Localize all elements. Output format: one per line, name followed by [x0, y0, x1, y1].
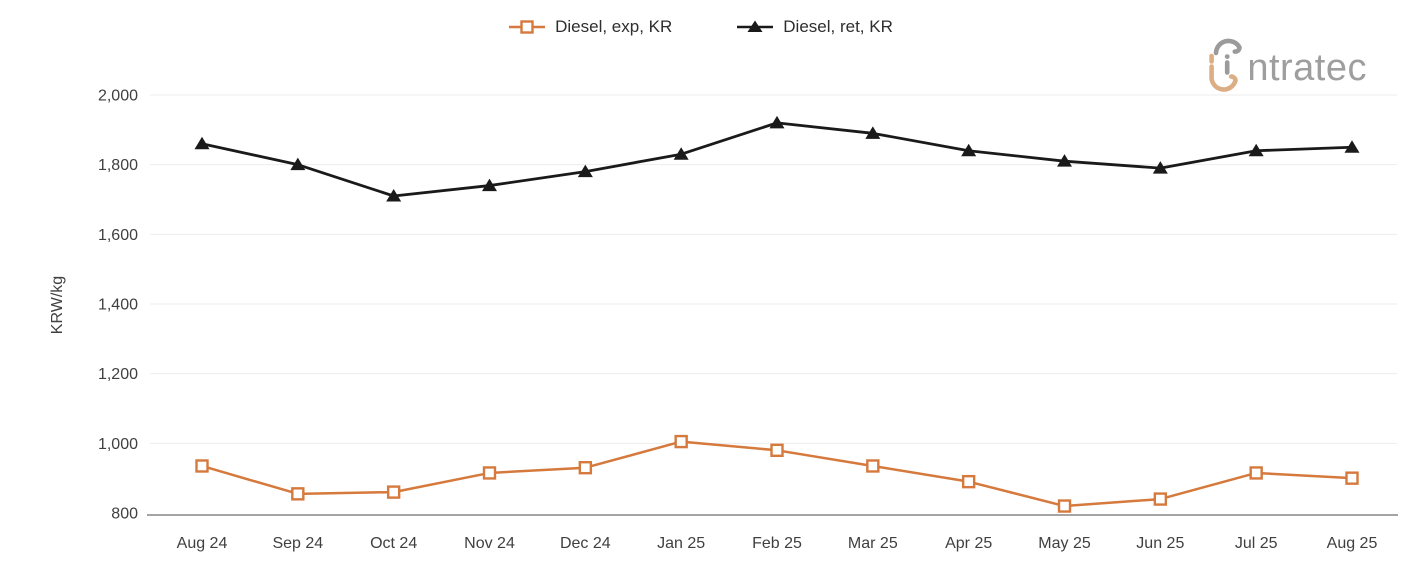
data-point-square-marker	[1249, 466, 1263, 480]
data-point-square-marker	[195, 459, 209, 473]
data-point-square-marker	[674, 434, 688, 449]
x-tick-label: Aug 25	[1327, 535, 1378, 552]
data-point-square-marker	[866, 459, 880, 473]
data-point-square-marker	[1153, 492, 1168, 506]
data-point-triangle-marker	[769, 115, 785, 129]
y-axis-title: KRW/kg	[49, 276, 66, 334]
legend-item-diesel-ret: Diesel, ret, KR	[736, 17, 893, 37]
data-point-square-marker	[961, 474, 976, 489]
x-tick-label: Sep 24	[272, 535, 323, 552]
legend-marker-square-icon	[509, 20, 546, 34]
data-point-square-marker	[578, 461, 593, 475]
data-point-triangle-marker	[673, 147, 689, 160]
y-tick-label: 1,800	[98, 157, 138, 174]
legend-item-diesel-exp: Diesel, exp, KR	[508, 17, 672, 37]
x-tick-label: Dec 24	[560, 535, 611, 552]
y-tick-label: 800	[111, 506, 138, 523]
x-tick-label: Feb 25	[752, 535, 802, 552]
x-tick-label: Jul 25	[1235, 535, 1278, 552]
y-tick-label: 2,000	[98, 88, 138, 105]
data-point-triangle-marker	[1057, 154, 1072, 167]
data-point-triangle-marker	[386, 189, 402, 202]
x-tick-label: Mar 25	[848, 535, 898, 552]
y-tick-label: 1,400	[98, 297, 138, 314]
data-point-square-marker	[386, 485, 401, 499]
data-point-triangle-marker	[577, 164, 593, 178]
y-tick-label: 1,600	[98, 227, 138, 244]
series-line-ret	[201, 121, 1353, 198]
data-point-square-marker	[1057, 499, 1072, 513]
y-tick-label: 1,000	[98, 436, 138, 453]
data-point-triangle-marker	[865, 126, 881, 139]
legend-marker-triangle-icon	[737, 20, 774, 32]
data-point-triangle-marker	[1344, 140, 1360, 153]
intratec-logo-text: ntratec	[1247, 47, 1367, 89]
legend-label-diesel-exp: Diesel, exp, KR	[555, 17, 673, 36]
data-point-square-marker	[482, 466, 497, 480]
intratec-logo-icon	[1209, 38, 1243, 92]
x-tick-label: Jun 25	[1136, 535, 1184, 552]
y-tick-label: 1,200	[98, 366, 138, 383]
data-point-triangle-marker	[482, 178, 497, 192]
x-tick-label: Nov 24	[464, 535, 515, 552]
data-point-triangle-marker	[1152, 161, 1168, 174]
data-point-square-marker	[1345, 471, 1359, 485]
data-point-square-marker	[291, 487, 305, 501]
data-point-triangle-marker	[290, 157, 306, 171]
legend-label-diesel-ret: Diesel, ret, KR	[783, 17, 893, 36]
data-point-triangle-marker	[1248, 143, 1264, 157]
chart-legend: Diesel, exp, KR Diesel, ret, KR	[0, 17, 1401, 37]
x-tick-label: Aug 24	[177, 535, 228, 552]
data-point-triangle-marker	[961, 143, 977, 157]
intratec-logo: ntratec	[1206, 36, 1367, 94]
x-tick-label: Jan 25	[657, 535, 705, 552]
x-tick-label: Apr 25	[945, 535, 992, 552]
data-point-triangle-marker	[194, 136, 210, 150]
x-tick-label: May 25	[1038, 535, 1091, 552]
data-point-square-marker	[770, 443, 784, 457]
x-tick-label: Oct 24	[370, 535, 417, 552]
